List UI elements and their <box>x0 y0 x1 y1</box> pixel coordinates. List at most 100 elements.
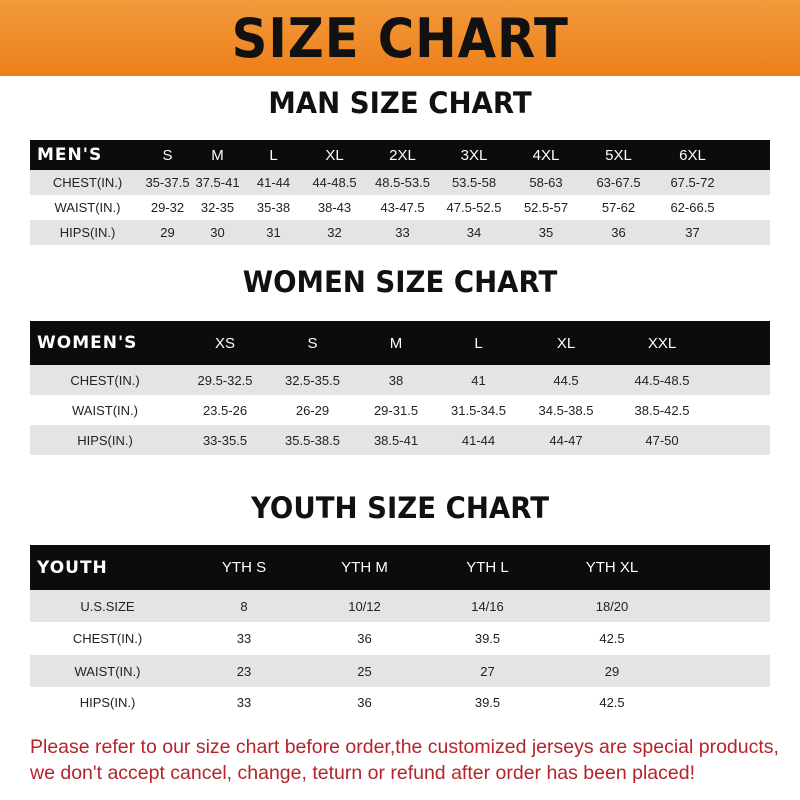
measurement-cell: 48.5-53.5 <box>375 175 430 190</box>
table-row: HIPS(IN.) 33 36 39.5 42.5 <box>30 687 770 718</box>
measurement-cell: 31 <box>266 225 281 240</box>
header-label: MEN'S <box>37 145 103 165</box>
measurement-cell: 41 <box>471 372 486 388</box>
measurement-cell: 58-63 <box>529 175 563 190</box>
youth-header-row: YOUTH YTH S YTH M YTH L YTH XL <box>30 545 770 590</box>
measurement-cell: 37 <box>685 225 700 240</box>
measurement-cell: 67.5-72 <box>670 175 715 190</box>
size-header: 4XL <box>532 146 560 164</box>
notice-line-1: Please refer to our size chart before or… <box>30 736 779 758</box>
measurement-cell: 36 <box>357 631 372 646</box>
row-label: HIPS(IN.) <box>77 432 133 448</box>
measurement-cell: 33 <box>395 225 410 240</box>
size-header: 5XL <box>605 146 632 164</box>
measurement-cell: 32-35 <box>200 200 235 215</box>
table-row: CHEST(IN.) 29.5-32.5 32.5-35.5 38 41 44.5 44.5… <box>30 365 770 395</box>
size-header: XL <box>556 334 576 352</box>
size-header: YTH XL <box>585 559 639 576</box>
table-row: CHEST(IN.) 33 36 39.5 42.5 <box>30 622 770 655</box>
measurement-cell: 32.5-35.5 <box>285 372 340 388</box>
measurement-cell: 34 <box>466 225 482 240</box>
measurement-cell: 23.5-26 <box>202 402 248 418</box>
measurement-cell: 27 <box>480 663 495 679</box>
measurement-cell: 29-32 <box>150 200 185 215</box>
measurement-cell: 32 <box>327 225 342 240</box>
measurement-cell: 62-66.5 <box>670 200 715 215</box>
measurement-cell: 38-43 <box>317 200 352 215</box>
row-label: WAIST(IN.) <box>72 402 138 418</box>
size-header: M <box>389 334 403 352</box>
notice-line-2: we don't accept cancel, change, teturn o… <box>30 762 695 784</box>
measurement-cell: 33 <box>236 695 252 710</box>
women-size-table: WOMEN'S XS S M L XL XXL CHEST(IN.) 29.5-32.5 32.5… <box>30 321 770 455</box>
header-label: YOUTH <box>37 557 108 578</box>
table-row: WAIST(IN.) 23 25 27 29 <box>30 655 770 687</box>
row-label: CHEST(IN.) <box>70 372 140 388</box>
measurement-cell: 30 <box>210 225 225 240</box>
measurement-cell: 14/16 <box>471 598 504 614</box>
measurement-cell: 38 <box>388 372 404 388</box>
youth-size-table: YOUTH YTH S YTH M YTH L YTH XL U.S.SIZE 8 10/12… <box>30 545 770 718</box>
measurement-cell: 41-44 <box>461 432 496 448</box>
table-row: CHEST(IN.) 35-37.5 37.5-41 41-44 44-48.5 48.5… <box>30 170 770 195</box>
measurement-cell: 44.5-48.5 <box>634 372 690 388</box>
measurement-cell: 18/20 <box>595 598 629 614</box>
measurement-cell: 35.5-38.5 <box>285 432 340 448</box>
measurement-cell: 36 <box>357 695 372 710</box>
size-header: XL <box>325 146 344 164</box>
measurement-cell: 29.5-32.5 <box>197 372 253 388</box>
measurement-cell: 42.5 <box>599 631 625 646</box>
row-label: HIPS(IN.) <box>59 225 116 240</box>
women-section-title: WOMEN SIZE CHART <box>242 265 558 299</box>
measurement-cell: 41-44 <box>256 175 291 190</box>
measurement-cell: 35 <box>538 225 554 240</box>
measurement-cell: 36 <box>611 225 626 240</box>
measurement-cell: 38.5-41 <box>373 432 419 448</box>
table-row: HIPS(IN.) 33-35.5 35.5-38.5 38.5-41 41-44 44-… <box>30 425 770 455</box>
measurement-cell: 31.5-34.5 <box>451 402 506 418</box>
measurement-cell: 35-37.5 <box>145 175 190 190</box>
row-label: WAIST(IN.) <box>74 663 141 679</box>
measurement-cell: 44-47 <box>549 432 583 448</box>
size-header: L <box>269 146 278 164</box>
measurement-cell: 29-31.5 <box>373 402 419 418</box>
table-row: HIPS(IN.) 29 30 31 32 33 34 35 36 37 <box>30 220 770 245</box>
title-banner: SIZE CHART <box>0 0 800 76</box>
size-header: YTH M <box>341 559 388 576</box>
size-header: 6XL <box>679 146 706 164</box>
row-label: CHEST(IN.) <box>52 175 123 190</box>
measurement-cell: 57-62 <box>601 200 636 215</box>
size-header: S <box>307 334 318 352</box>
women-header-row: WOMEN'S XS S M L XL XXL <box>30 321 770 365</box>
measurement-cell: 37.5-41 <box>195 175 240 190</box>
men-section-title: MAN SIZE CHART <box>268 86 532 120</box>
measurement-cell: 43-47.5 <box>380 200 425 215</box>
table-row: WAIST(IN.) 23.5-26 26-29 29-31.5 31.5-34.5 34… <box>30 395 770 425</box>
youth-section-title: YOUTH SIZE CHART <box>250 491 550 525</box>
row-label: CHEST(IN.) <box>72 631 143 646</box>
measurement-cell: 29 <box>604 663 620 679</box>
size-header: 2XL <box>389 146 416 164</box>
measurement-cell: 8 <box>240 598 248 614</box>
row-label: HIPS(IN.) <box>79 695 136 710</box>
size-header: S <box>162 146 173 164</box>
men-size-table: MEN'S S M L XL 2XL 3XL 4XL 5XL 6XL CHEST(IN.) 35-37… <box>30 140 770 245</box>
order-notice: Please refer to our size chart before or… <box>30 734 790 786</box>
table-row: WAIST(IN.) 29-32 32-35 35-38 38-43 43-47.5 47.… <box>30 195 770 220</box>
measurement-cell: 53.5-58 <box>451 175 497 190</box>
measurement-cell: 44-48.5 <box>312 175 357 190</box>
page-title: SIZE CHART <box>231 6 569 70</box>
measurement-cell: 35-38 <box>256 200 291 215</box>
size-header: L <box>474 334 483 352</box>
measurement-cell: 63-67.5 <box>596 175 641 190</box>
measurement-cell: 33 <box>236 631 252 646</box>
measurement-cell: 34.5-38.5 <box>538 402 594 418</box>
measurement-cell: 25 <box>357 663 372 679</box>
size-header: XS <box>214 334 235 352</box>
measurement-cell: 47-50 <box>645 432 679 448</box>
measurement-cell: 26-29 <box>295 402 330 418</box>
measurement-cell: 23 <box>236 663 252 679</box>
measurement-cell: 52.5-57 <box>523 200 569 215</box>
size-header: 3XL <box>460 146 488 164</box>
measurement-cell: 38.5-42.5 <box>634 402 690 418</box>
